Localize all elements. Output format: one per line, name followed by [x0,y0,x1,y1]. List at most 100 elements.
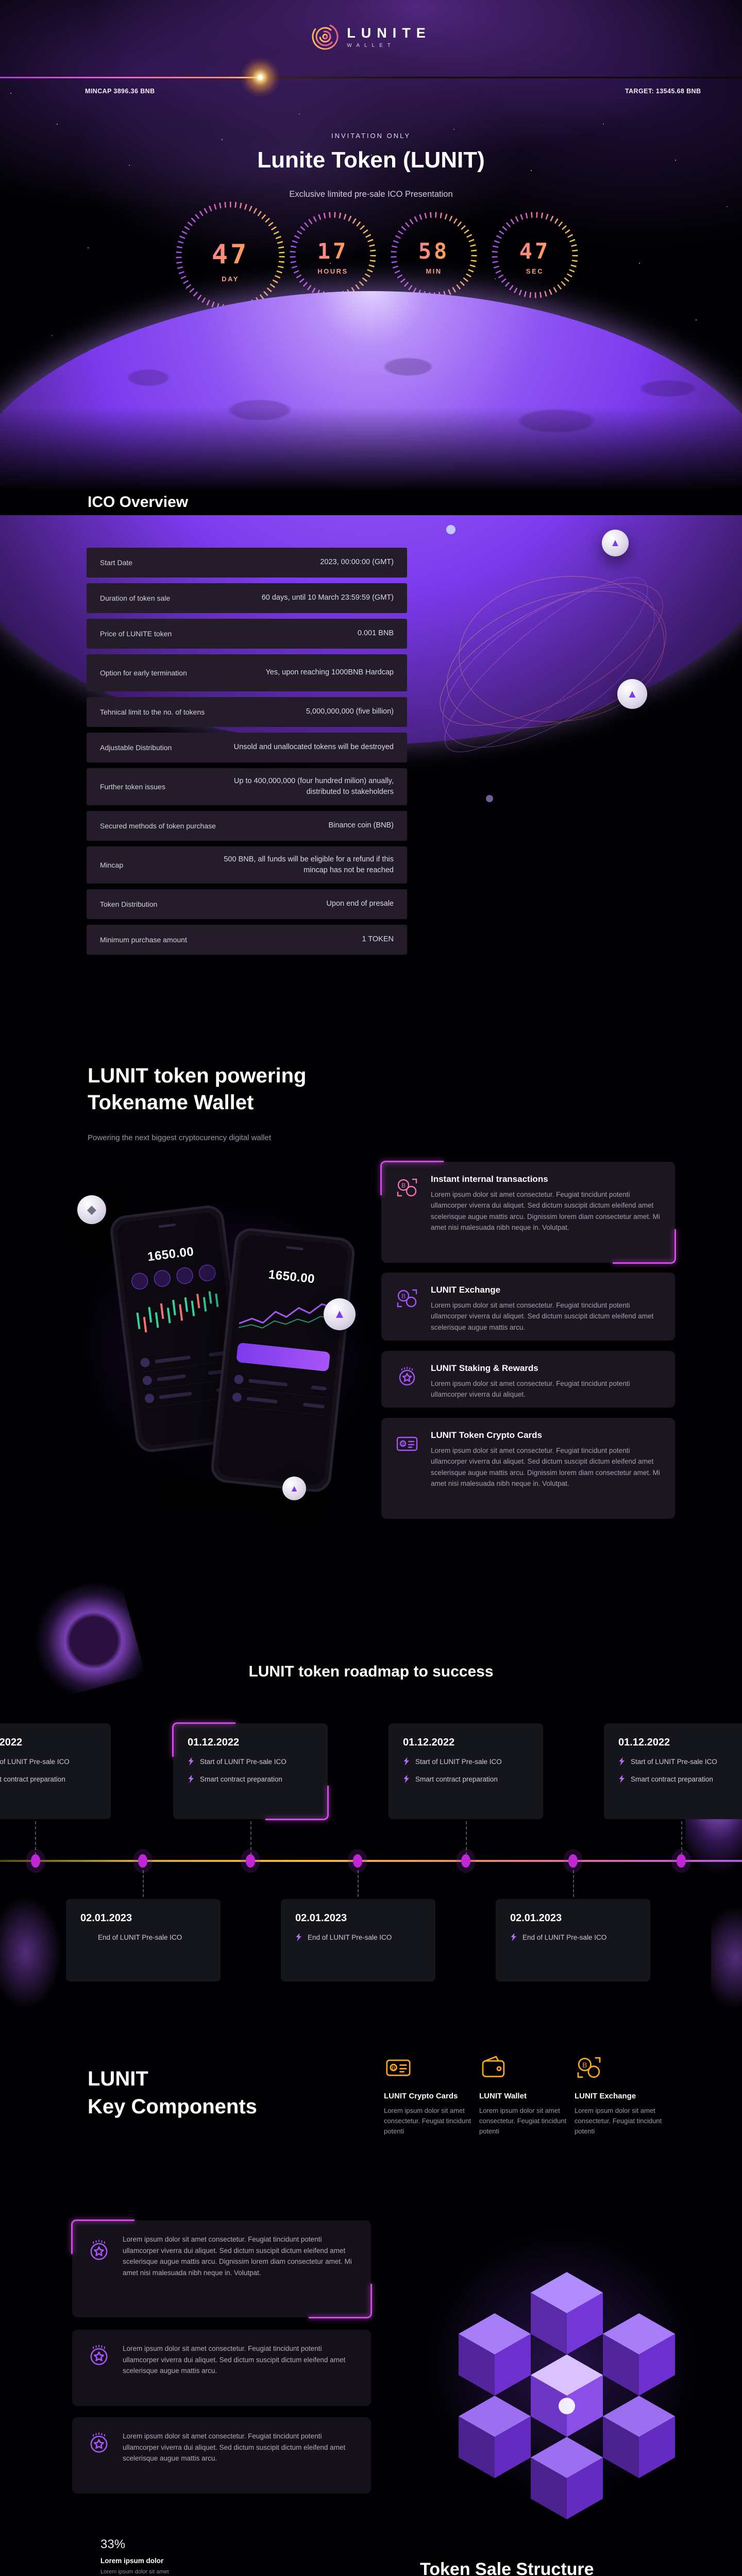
timeline-connector [250,1821,251,1855]
roadmap-card[interactable]: 02.01.2023 End of LUNIT Pre-sale ICO [496,1899,650,1981]
roadmap-date: 01.12.2022 [403,1737,455,1748]
row-label: Secured methods of token purchase [100,822,216,830]
component-column-exchange: LUNIT Exchange Lorem ipsum dolor sit ame… [575,2053,666,2137]
countdown-minutes-label: MIN [387,267,480,275]
roadmap-item: End of LUNIT Pre-sale ICO [510,1933,636,1942]
exchange-icon [575,2053,603,2082]
component-text: Lorem ipsum dolor sit amet consectetur. … [479,2107,567,2136]
roadmap-item: End of LUNIT Pre-sale ICO [80,1933,206,1942]
bolt-icon [188,1774,195,1784]
countdown-ring-ticks [176,201,285,311]
token-sale-title: Token Sale Structure [420,2560,594,2576]
row-label: Adjustable Distribution [100,743,172,752]
bolt-icon [403,1774,410,1784]
feature-text: Lorem ipsum dolor sit amet consectetur. … [431,1380,630,1399]
phone-screen: 1650.00 [116,1211,244,1447]
isometric-cubes-illustration [459,2272,675,2519]
component-text: Lorem ipsum dolor sit amet consectetur. … [384,2107,471,2136]
wallet-title-line2: Tokename Wallet [88,1091,254,1114]
timeline-connector [35,1821,36,1855]
wallet-title-line1: LUNIT token powering [88,1064,307,1087]
wallet-section-title: LUNIT token powering Tokename Wallet [88,1062,306,1116]
key-components-title: LUNIT Key Components [88,2065,257,2121]
phone-action-button[interactable] [198,1263,217,1282]
bolt-icon [295,1933,302,1942]
timeline-connector [466,1821,467,1855]
timeline-dot [138,1854,147,1868]
roadmap-card[interactable]: 01.12.2022 Start of LUNIT Pre-sale ICO S… [389,1723,543,1819]
bolt-icon [80,1933,88,1942]
roadmap-date: 02.01.2023 [510,1912,562,1924]
roadmap-item: Smart contract preparation [188,1774,313,1784]
roadmap-item: Start of LUNIT Pre-sale ICO [403,1757,529,1766]
transactions-icon [395,1175,419,1200]
table-row: Minimum purchase amount 1 TOKEN [87,925,407,955]
row-value: 5,000,000,000 (five billion) [306,707,394,716]
phone-action-buttons [122,1263,224,1292]
crypto-card-icon [384,2053,413,2082]
header-logo[interactable]: LUNITE WALLET [311,21,431,53]
phone-line-chart [238,1303,339,1329]
component-box-text: Lorem ipsum dolor sit amet consectetur. … [123,2235,352,2277]
countdown-ring-hours: 17 HOURS [286,209,379,301]
component-text: Lorem ipsum dolor sit amet consectetur. … [575,2107,662,2136]
component-detail-box: Lorem ipsum dolor sit amet consectetur. … [72,2221,371,2317]
roadmap-date: 01.12.2022 [0,1737,23,1748]
phone-action-button[interactable] [130,1272,149,1291]
coin-star-icon [86,2342,112,2369]
timeline-dot [677,1854,686,1868]
component-box-text: Lorem ipsum dolor sit amet consectetur. … [123,2345,346,2375]
row-label: Price of LUNITE token [100,630,172,638]
roadmap-card[interactable]: 01.12.2022 Start of LUNIT Pre-sale ICO S… [0,1723,111,1819]
countdown-ring-days: 47 DAY [171,197,290,315]
star-field [10,93,11,94]
components-title-line2: Key Components [88,2095,257,2118]
mincap-label: MINCAP 3896.36 BNB [85,88,155,95]
table-row: Start Date 2023, 00:00:00 (GMT) [87,548,407,578]
countdown-seconds-value: 47 [488,239,581,264]
phone-asset-list [231,1370,328,1416]
feature-card-exchange[interactable]: LUNIT Exchange Lorem ipsum dolor sit ame… [381,1273,675,1341]
roadmap-date: 02.01.2023 [295,1912,347,1924]
hero-divider-line [0,77,742,78]
roadmap-card[interactable]: 01.12.2022 Start of LUNIT Pre-sale ICO S… [604,1723,742,1819]
phone-candlestick-chart [136,1291,219,1333]
phone-action-button[interactable] [175,1266,194,1285]
roadmap-timeline [0,1860,742,1862]
floating-token-coin: ▲ [602,530,629,556]
row-value: 1 TOKEN [362,935,394,944]
row-value: Upon end of presale [326,900,394,908]
roadmap-card[interactable]: 02.01.2023 End of LUNIT Pre-sale ICO [66,1899,221,1981]
component-detail-box: Lorem ipsum dolor sit amet consectetur. … [72,2417,371,2494]
roadmap-item: Smart contract preparation [0,1775,65,1783]
feature-card-staking[interactable]: LUNIT Staking & Rewards Lorem ipsum dolo… [381,1351,675,1408]
timeline-dot [246,1854,255,1868]
roadmap-card-highlighted[interactable]: 01.12.2022 Start of LUNIT Pre-sale ICO S… [173,1723,328,1819]
row-label: Tehnical limit to the no. of tokens [100,708,205,716]
feature-text: Lorem ipsum dolor sit amet consectetur. … [431,1301,654,1331]
countdown-ring-ticks [492,212,578,298]
logo-title: LUNITE [347,25,431,41]
feature-text: Lorem ipsum dolor sit amet consectetur. … [431,1191,660,1231]
component-title: LUNIT Wallet [479,2092,527,2100]
row-label: Start Date [100,558,133,567]
component-title: LUNIT Crypto Cards [384,2092,458,2100]
roadmap-item: Start of LUNIT Pre-sale ICO [0,1757,70,1766]
feature-card-crypto-cards[interactable]: LUNIT Token Crypto Cards Lorem ipsum dol… [381,1418,675,1519]
row-value: Yes, upon reaching 1000BNB Hardcap [265,668,394,677]
component-box-text: Lorem ipsum dolor sit amet consectetur. … [123,2432,346,2463]
exchange-icon [395,1286,419,1311]
staking-rewards-icon [395,1364,419,1389]
feature-card-instant-transactions[interactable]: Instant internal transactions Lorem ipsu… [381,1162,675,1263]
timeline-connector [143,1870,144,1897]
roadmap-card[interactable]: 02.01.2023 End of LUNIT Pre-sale ICO [281,1899,435,1981]
roadmap-item: End of LUNIT Pre-sale ICO [295,1933,421,1942]
phone-action-button[interactable] [153,1269,172,1288]
roadmap-item: Smart contract preparation [618,1774,742,1784]
countdown-hours-value: 17 [286,239,379,264]
bolt-icon [510,1933,517,1942]
phone-primary-button[interactable] [236,1342,331,1372]
component-detail-box: Lorem ipsum dolor sit amet consectetur. … [72,2330,371,2406]
row-value: 500 BNB, all funds will be eligible for … [224,855,394,874]
phone-screen: 1650.00 [217,1234,349,1486]
